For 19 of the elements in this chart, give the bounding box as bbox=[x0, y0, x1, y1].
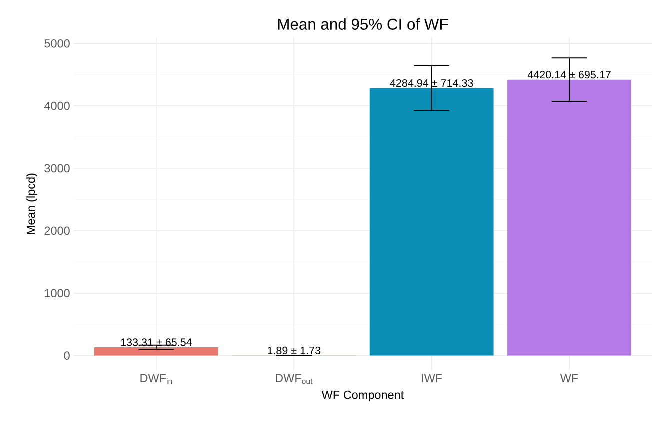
x-tick-label: IWF bbox=[422, 374, 442, 382]
x-tick-label: WF bbox=[560, 374, 578, 382]
x-tick-label: DWF$_{out}$ bbox=[276, 374, 313, 384]
y-tick-label: 1000 bbox=[45, 289, 70, 298]
y-tick-label: 3000 bbox=[44, 164, 70, 173]
x-axis-title: WF Component bbox=[322, 391, 404, 402]
y-axis-title: Mean (lpcd) bbox=[26, 174, 38, 234]
chart-title: Mean and 95% CI of WF bbox=[278, 18, 448, 30]
y-tick-label: 2000 bbox=[44, 226, 70, 236]
bar bbox=[508, 80, 632, 356]
y-tick-label: 0 bbox=[64, 352, 70, 360]
y-tick-label: 5000 bbox=[44, 40, 70, 48]
data-label: 4420.14 ± 695.17 bbox=[528, 71, 611, 79]
x-tick-label: DWF$_{in}$ bbox=[140, 374, 172, 384]
data-label: 133.31 ± 65.54 bbox=[121, 338, 192, 346]
y-tick-label: 4000 bbox=[44, 102, 70, 110]
bar bbox=[370, 88, 494, 356]
bar bbox=[94, 348, 218, 356]
data-label: 1.89 ± 1.73 bbox=[268, 347, 321, 355]
